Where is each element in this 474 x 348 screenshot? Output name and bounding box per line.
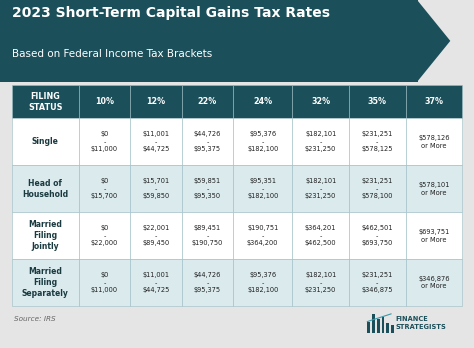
Bar: [349, 212, 406, 259]
Text: 32%: 32%: [311, 97, 330, 106]
Bar: [130, 118, 182, 165]
Text: $44,726
-
$95,375: $44,726 - $95,375: [194, 272, 221, 293]
Bar: [292, 165, 349, 212]
Bar: [382, 317, 384, 333]
Bar: [233, 165, 292, 212]
Bar: [372, 314, 375, 333]
Text: FILING
STATUS: FILING STATUS: [28, 92, 63, 112]
Bar: [130, 165, 182, 212]
Text: Married
Filing
Jointly: Married Filing Jointly: [28, 220, 62, 251]
Bar: [79, 259, 130, 306]
Bar: [182, 85, 233, 118]
Text: $59,851
-
$95,350: $59,851 - $95,350: [194, 178, 221, 199]
Bar: [292, 118, 349, 165]
Bar: [233, 212, 292, 259]
Bar: [182, 165, 233, 212]
Text: $462,501
-
$693,750: $462,501 - $693,750: [362, 225, 393, 246]
Text: Source: IRS: Source: IRS: [14, 316, 56, 322]
Text: FINANCE
STRATEGISTS: FINANCE STRATEGISTS: [396, 316, 447, 331]
Text: $182,101
-
$231,250: $182,101 - $231,250: [305, 178, 337, 199]
Bar: [130, 212, 182, 259]
Text: $693,751
or More: $693,751 or More: [418, 229, 449, 243]
Bar: [79, 165, 130, 212]
Text: $0
-
$11,000: $0 - $11,000: [91, 272, 118, 293]
Bar: [12, 85, 79, 118]
Text: $190,751
-
$364,200: $190,751 - $364,200: [247, 225, 279, 246]
Text: 35%: 35%: [368, 97, 387, 106]
Text: $0
-
$22,000: $0 - $22,000: [91, 225, 118, 246]
Text: $11,001
-
$44,725: $11,001 - $44,725: [142, 272, 170, 293]
Bar: [0, 0, 418, 82]
Bar: [233, 118, 292, 165]
Text: $44,726
-
$95,375: $44,726 - $95,375: [194, 131, 221, 152]
Text: 22%: 22%: [198, 97, 217, 106]
Bar: [233, 85, 292, 118]
Text: $89,451
-
$190,750: $89,451 - $190,750: [191, 225, 223, 246]
Bar: [12, 212, 79, 259]
Bar: [182, 118, 233, 165]
Text: Married
Filing
Separately: Married Filing Separately: [22, 267, 69, 298]
Bar: [182, 212, 233, 259]
Text: $95,376
-
$182,100: $95,376 - $182,100: [247, 131, 278, 152]
Text: $364,201
-
$462,500: $364,201 - $462,500: [305, 225, 337, 246]
Bar: [406, 212, 462, 259]
Text: $0
-
$11,000: $0 - $11,000: [91, 131, 118, 152]
Bar: [130, 259, 182, 306]
Text: $11,001
-
$44,725: $11,001 - $44,725: [142, 131, 170, 152]
Bar: [130, 85, 182, 118]
Text: 24%: 24%: [253, 97, 272, 106]
Text: 12%: 12%: [146, 97, 165, 106]
Text: Head of
Household: Head of Household: [22, 179, 68, 199]
Text: $15,701
-
$59,850: $15,701 - $59,850: [142, 178, 170, 199]
Bar: [79, 85, 130, 118]
Bar: [386, 324, 389, 333]
Text: 2023 Short-Term Capital Gains Tax Rates: 2023 Short-Term Capital Gains Tax Rates: [12, 6, 330, 20]
Bar: [377, 319, 380, 333]
Text: $95,376
-
$182,100: $95,376 - $182,100: [247, 272, 278, 293]
Bar: [406, 165, 462, 212]
Bar: [12, 118, 79, 165]
Bar: [79, 212, 130, 259]
Bar: [349, 165, 406, 212]
Bar: [391, 325, 394, 333]
Text: $231,251
-
$578,100: $231,251 - $578,100: [362, 178, 393, 199]
Text: 37%: 37%: [424, 97, 443, 106]
Text: $0
-
$15,700: $0 - $15,700: [91, 178, 118, 199]
Text: $578,126
or More: $578,126 or More: [418, 135, 450, 149]
Bar: [233, 259, 292, 306]
Bar: [406, 118, 462, 165]
Text: $231,251
-
$578,125: $231,251 - $578,125: [362, 131, 393, 152]
Bar: [349, 118, 406, 165]
Bar: [12, 165, 79, 212]
Bar: [349, 259, 406, 306]
Text: $231,251
-
$346,875: $231,251 - $346,875: [362, 272, 393, 293]
Bar: [406, 259, 462, 306]
Text: Based on Federal Income Tax Brackets: Based on Federal Income Tax Brackets: [12, 49, 212, 59]
Text: $182,101
-
$231,250: $182,101 - $231,250: [305, 272, 337, 293]
Bar: [406, 85, 462, 118]
Bar: [79, 118, 130, 165]
Polygon shape: [417, 0, 450, 82]
Bar: [292, 85, 349, 118]
Bar: [0, 0, 417, 82]
Text: Single: Single: [32, 137, 59, 146]
Bar: [182, 259, 233, 306]
Text: $182,101
-
$231,250: $182,101 - $231,250: [305, 131, 337, 152]
Text: $95,351
-
$182,100: $95,351 - $182,100: [247, 178, 278, 199]
Text: $578,101
or More: $578,101 or More: [418, 182, 449, 196]
Text: 10%: 10%: [95, 97, 114, 106]
Bar: [349, 85, 406, 118]
Bar: [12, 259, 79, 306]
Bar: [367, 322, 370, 333]
Text: $22,001
-
$89,450: $22,001 - $89,450: [142, 225, 170, 246]
Bar: [292, 212, 349, 259]
Text: $346,876
or More: $346,876 or More: [418, 276, 450, 290]
Bar: [292, 259, 349, 306]
